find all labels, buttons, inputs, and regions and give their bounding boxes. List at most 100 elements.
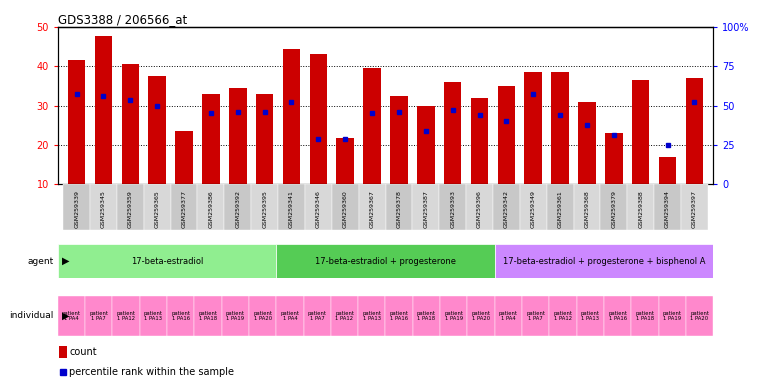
Bar (304, 296, 331, 336)
Text: patient
1 PA12: patient 1 PA12 (335, 311, 354, 321)
Bar (194, 296, 222, 336)
Text: GSM259386: GSM259386 (208, 190, 214, 228)
Text: GDS3388 / 206566_at: GDS3388 / 206566_at (58, 13, 187, 26)
Bar (577, 296, 604, 336)
Text: GSM259365: GSM259365 (155, 190, 160, 228)
Text: patient
1 PA20: patient 1 PA20 (472, 311, 490, 321)
Bar (466, 184, 493, 230)
Text: patient
1 PA19: patient 1 PA19 (444, 311, 463, 321)
Text: GSM259367: GSM259367 (369, 190, 375, 228)
Bar (113, 296, 140, 336)
Text: patient
1 PA4: patient 1 PA4 (62, 311, 81, 321)
Text: GSM259361: GSM259361 (557, 190, 563, 228)
Bar (604, 296, 631, 336)
Text: patient
1 PA18: patient 1 PA18 (198, 311, 217, 321)
Text: 17-beta-estradiol: 17-beta-estradiol (131, 257, 204, 266)
Bar (59, 346, 66, 358)
Text: patient
1 PA20: patient 1 PA20 (690, 311, 709, 321)
Bar (359, 296, 386, 336)
Bar (310, 55, 327, 184)
Bar (493, 184, 520, 230)
Bar (497, 86, 515, 184)
Bar (143, 184, 170, 230)
Bar (117, 184, 143, 230)
Bar (283, 48, 300, 184)
Bar (305, 184, 332, 230)
Text: GSM259392: GSM259392 (235, 190, 241, 228)
Bar (58, 244, 276, 278)
Bar (524, 72, 542, 184)
Bar (522, 296, 549, 336)
Text: patient
1 PA16: patient 1 PA16 (389, 311, 409, 321)
Text: patient
1 PA19: patient 1 PA19 (663, 311, 682, 321)
Bar (440, 296, 467, 336)
Bar (439, 184, 466, 230)
Text: GSM259345: GSM259345 (101, 190, 106, 228)
Bar (551, 72, 569, 184)
Bar (224, 184, 251, 230)
Bar (68, 60, 86, 184)
Text: ▶: ▶ (62, 256, 69, 266)
Text: GSM259378: GSM259378 (396, 190, 402, 228)
Text: patient
1 PA16: patient 1 PA16 (171, 311, 190, 321)
Bar (685, 78, 703, 184)
Text: patient
1 PA13: patient 1 PA13 (144, 311, 163, 321)
Text: patient
1 PA12: patient 1 PA12 (116, 311, 136, 321)
Bar (167, 296, 194, 336)
Bar (686, 296, 713, 336)
Bar (632, 80, 649, 184)
Bar (412, 184, 439, 230)
Bar (278, 184, 305, 230)
Bar (122, 64, 139, 184)
Text: GSM259349: GSM259349 (530, 190, 536, 228)
Bar (197, 184, 224, 230)
Text: patient
1 PA12: patient 1 PA12 (554, 311, 573, 321)
Bar (58, 296, 85, 336)
Bar (359, 184, 386, 230)
Text: patient
1 PA20: patient 1 PA20 (253, 311, 272, 321)
Text: GSM259368: GSM259368 (584, 190, 590, 228)
Bar (95, 36, 113, 184)
Bar (63, 184, 90, 230)
Text: GSM259395: GSM259395 (262, 190, 267, 228)
Bar (386, 296, 412, 336)
Text: GSM259387: GSM259387 (423, 190, 428, 228)
Text: individual: individual (9, 311, 54, 320)
Bar (495, 296, 522, 336)
Bar (276, 296, 304, 336)
Text: GSM259359: GSM259359 (128, 190, 133, 228)
Text: GSM259342: GSM259342 (504, 190, 509, 228)
Text: GSM259346: GSM259346 (316, 190, 321, 228)
Bar (90, 184, 117, 230)
Bar (574, 184, 601, 230)
Bar (444, 82, 461, 184)
Text: GSM259393: GSM259393 (450, 190, 455, 228)
Bar (170, 184, 197, 230)
Bar (578, 102, 596, 184)
Bar (658, 296, 686, 336)
Bar (175, 131, 193, 184)
Text: GSM259394: GSM259394 (665, 190, 670, 228)
Text: patient
1 PA13: patient 1 PA13 (581, 311, 600, 321)
Text: patient
1 PA13: patient 1 PA13 (362, 311, 382, 321)
Text: patient
1 PA18: patient 1 PA18 (635, 311, 655, 321)
Bar (390, 96, 408, 184)
Bar (467, 296, 495, 336)
Text: agent: agent (28, 257, 54, 266)
Text: GSM259377: GSM259377 (181, 190, 187, 228)
Text: patient
1 PA4: patient 1 PA4 (499, 311, 518, 321)
Bar (336, 138, 354, 184)
Text: patient
1 PA7: patient 1 PA7 (526, 311, 545, 321)
Text: patient
1 PA7: patient 1 PA7 (89, 311, 108, 321)
Bar (495, 244, 713, 278)
Bar (276, 244, 495, 278)
Bar (249, 296, 276, 336)
Text: GSM259388: GSM259388 (638, 190, 643, 228)
Text: 17-beta-estradiol + progesterone + bisphenol A: 17-beta-estradiol + progesterone + bisph… (503, 257, 705, 266)
Bar (658, 157, 676, 184)
Bar (332, 184, 359, 230)
Bar (149, 76, 166, 184)
Bar (412, 296, 440, 336)
Bar (654, 184, 681, 230)
Bar (256, 94, 274, 184)
